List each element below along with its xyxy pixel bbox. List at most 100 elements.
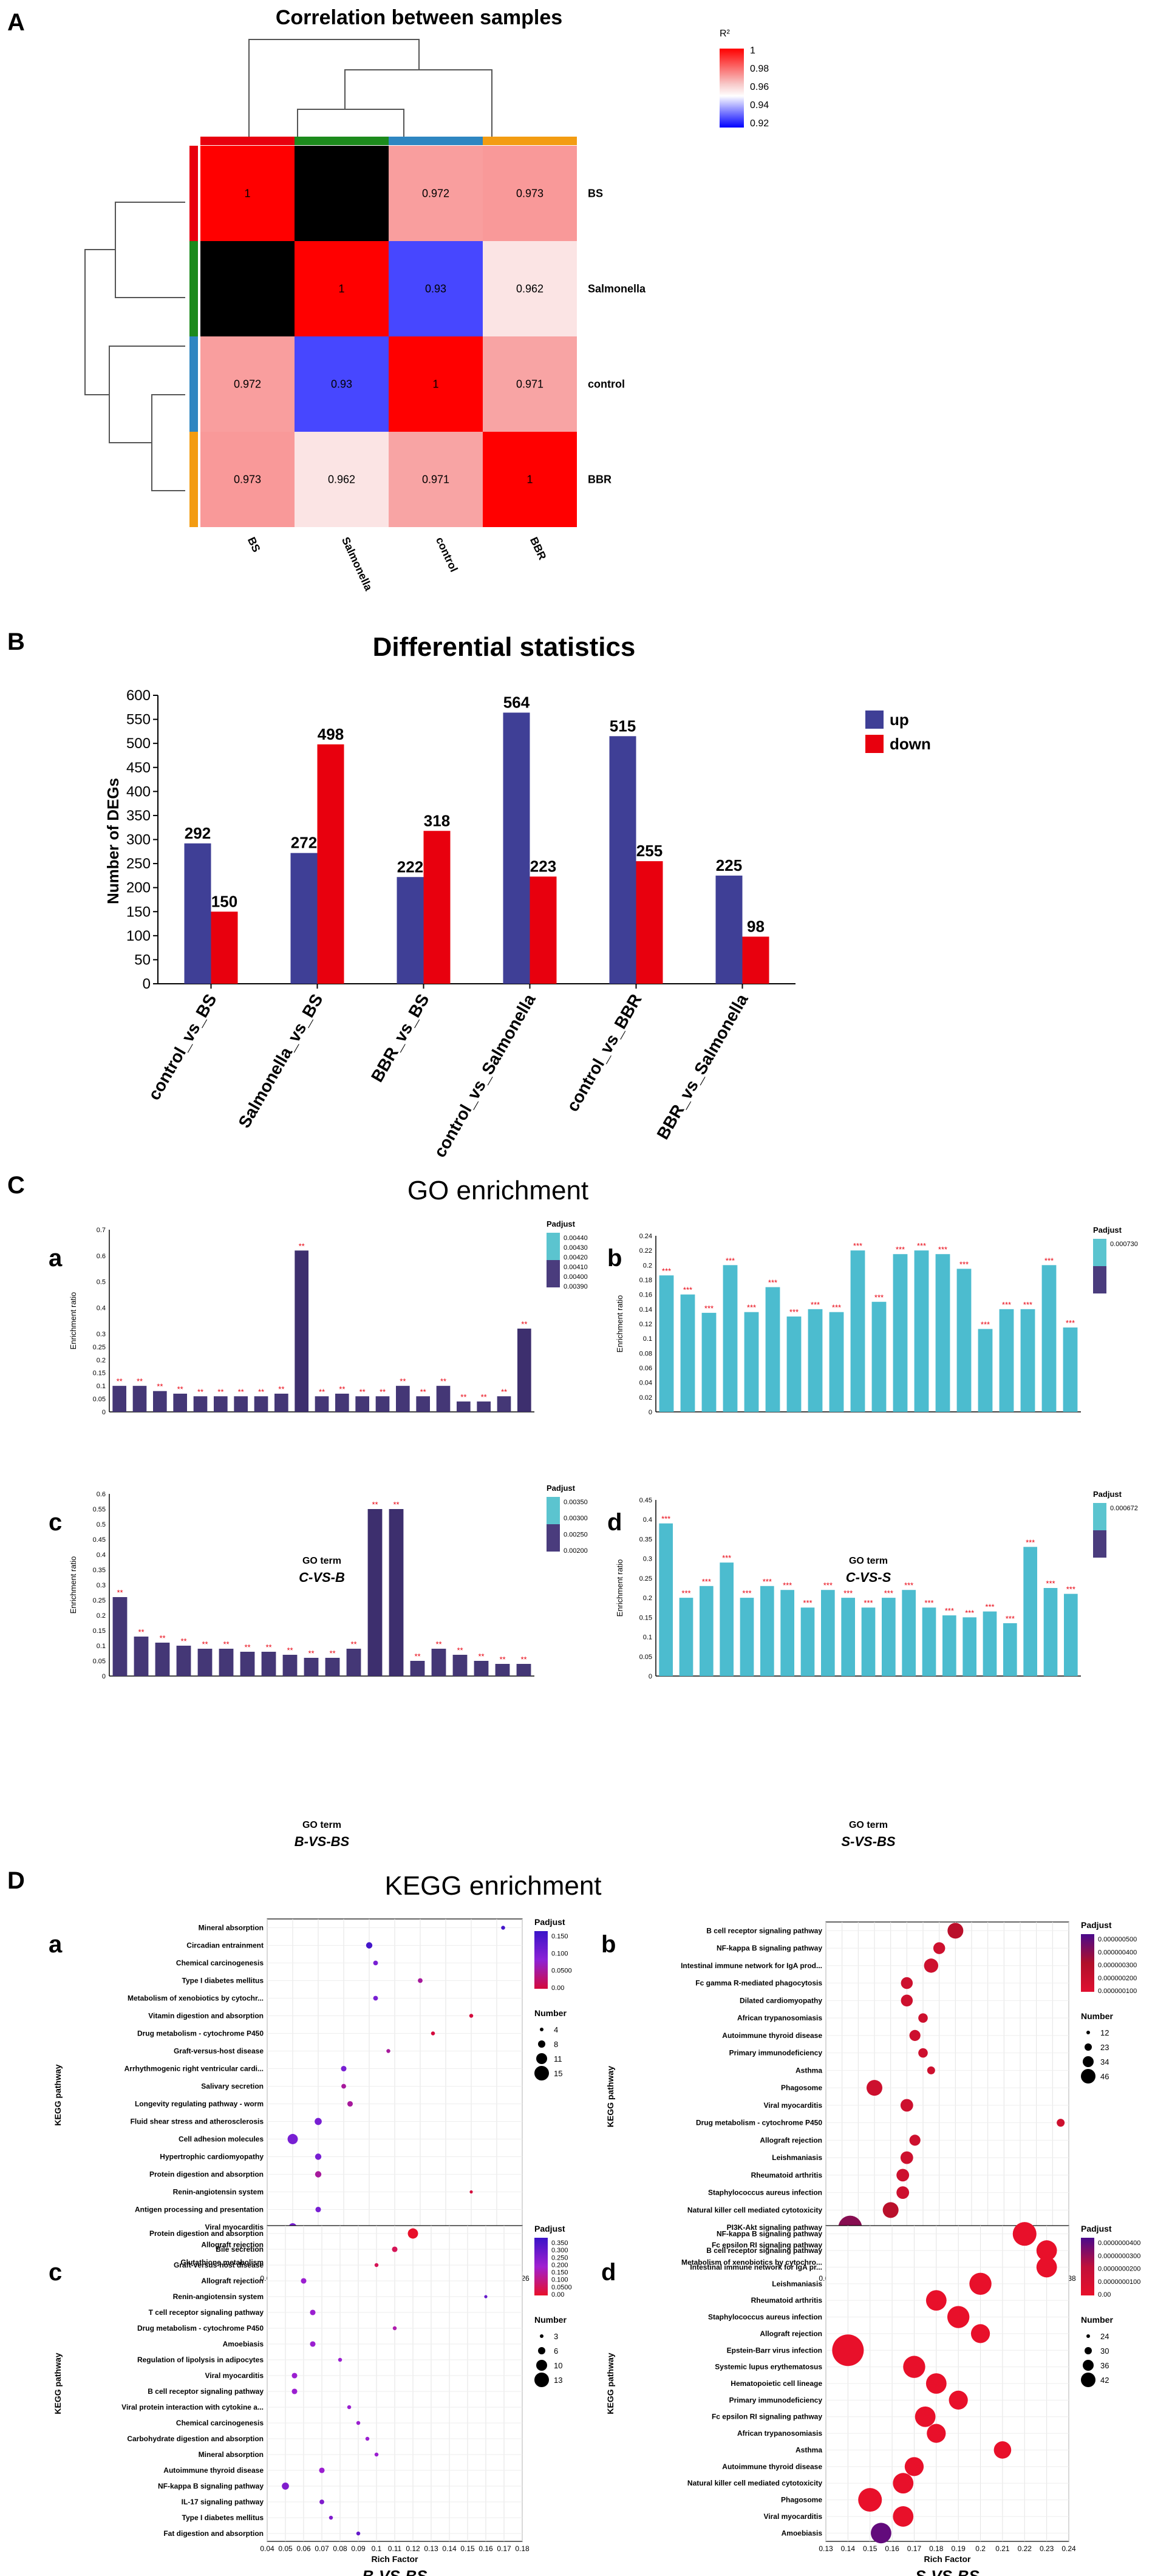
legend-tick: 0.00	[1098, 2291, 1111, 2298]
y-tick-label: 0	[102, 1673, 106, 1680]
size-legend-title: Number	[1081, 2011, 1113, 2021]
x-tick-label: 0.07	[315, 2544, 329, 2553]
significance-stars: **	[202, 1640, 208, 1649]
pathway-label: NF-kappa B signaling pathway	[717, 2230, 822, 2238]
pathway-bubble	[347, 2101, 353, 2107]
size-legend-dot	[1085, 2043, 1092, 2051]
pathway-bubble	[329, 2515, 333, 2520]
pathway-label: B cell receptor signaling pathway	[706, 2246, 822, 2255]
pathway-label: Metabolism of xenobiotics by cytochr...	[128, 1994, 264, 2003]
pathway-label: Chemical carcinogenesis	[176, 1959, 264, 1968]
size-legend-dot	[1081, 2069, 1095, 2084]
significance-stars: ***	[768, 1278, 777, 1287]
pathway-bubble	[896, 2186, 910, 2199]
go-bar	[282, 1655, 298, 1676]
pathway-bubble	[469, 2014, 474, 2018]
heatmap-cell-label: 0.973	[234, 474, 261, 486]
bar-value-label: 222	[397, 857, 423, 876]
y-tick-label: 0.15	[639, 1614, 652, 1621]
size-legend-label: 6	[554, 2346, 558, 2356]
pathway-bubble	[1036, 2257, 1057, 2278]
x-tick-label: 0.17	[907, 2544, 922, 2553]
legend-title: Padjust	[534, 2224, 565, 2234]
go-bar	[436, 1386, 451, 1412]
significance-stars: **	[177, 1385, 183, 1394]
pathway-label: Drug metabolism - cytochrome P450	[696, 2119, 822, 2127]
pathway-label: Graft-versus-host disease	[174, 2261, 264, 2269]
subplot-caption: C-VS-S	[846, 1570, 891, 1585]
y-tick-label: 50	[134, 952, 151, 968]
legend-tick: 0.0500	[551, 2284, 572, 2291]
panel-letter-c: C	[7, 1172, 25, 1199]
go-bar	[315, 1396, 329, 1412]
pathway-label: Graft-versus-host disease	[174, 2047, 264, 2056]
y-tick-label: 600	[126, 687, 151, 704]
pathway-bubble	[1036, 2240, 1057, 2261]
go-bar	[780, 1590, 794, 1676]
heatmap-cell	[389, 241, 483, 336]
pathway-bubble	[909, 2029, 921, 2041]
subplot-caption: B-VS-BS	[363, 2567, 428, 2576]
pathway-bubble	[392, 2246, 398, 2252]
y-tick-label: 0.08	[639, 1350, 652, 1357]
y-tick-label: 0.55	[93, 1506, 106, 1513]
pathway-bubble	[373, 1960, 378, 1966]
size-legend-label: 23	[1100, 2043, 1109, 2052]
significance-stars: ***	[1023, 1300, 1032, 1309]
pathway-label: Glutathione metabolism	[180, 2258, 264, 2267]
size-legend-dot	[1086, 2031, 1090, 2034]
significance-stars: ***	[884, 1589, 893, 1598]
significance-stars: **	[157, 1382, 163, 1391]
legend-tick: 0.0000000400	[1098, 2240, 1140, 2247]
panel-c-title: GO enrichment	[407, 1176, 588, 1205]
go-chart-C-VS-S: b 0.24 0.22 0.2 0.18 0.16 0.14 0.12 0.1 0.08 0.06 0…	[607, 1225, 1138, 1585]
heatmap-cell	[483, 336, 577, 432]
pathway-bubble	[386, 2049, 390, 2053]
y-axis-label: Enrichment ratio	[69, 1556, 78, 1614]
pathway-bubble	[904, 2457, 924, 2476]
x-tick-label: 0.22	[1018, 2544, 1032, 2553]
pathway-label: Primary immunodeficiency	[729, 2396, 823, 2404]
legend-tick: 0.00410	[564, 1264, 588, 1271]
go-bar	[134, 1637, 149, 1676]
go-bar	[821, 1590, 835, 1676]
pathway-label: Hypertrophic cardiomyopathy	[160, 2153, 264, 2161]
significance-stars: **	[117, 1377, 123, 1386]
pathway-bubble	[418, 1978, 423, 1983]
heatmap-cell	[389, 336, 483, 432]
pathway-label: Viral myocarditis	[205, 2223, 264, 2232]
significance-stars: ***	[981, 1320, 990, 1329]
y-tick-label: 300	[126, 832, 151, 848]
heatmap-cell	[483, 241, 577, 336]
go-bar	[841, 1598, 855, 1676]
colorbar-tick: 1	[750, 46, 755, 56]
size-legend-dot	[536, 2360, 547, 2371]
go-bar	[335, 1394, 349, 1412]
colorbar-title: R²	[720, 29, 731, 39]
pathway-bubble	[338, 2357, 342, 2362]
go-bar	[1023, 1547, 1037, 1676]
legend-title: Padjust	[1093, 1225, 1122, 1235]
significance-stars: ***	[938, 1245, 947, 1254]
pathway-bubble	[915, 2406, 936, 2427]
y-tick-label: 0.02	[639, 1394, 652, 1402]
legend-tick: 0.000000500	[1098, 1936, 1137, 1943]
legend-tick: 0.00	[551, 1985, 564, 1992]
significance-stars: **	[117, 1588, 123, 1597]
go-bar	[153, 1391, 167, 1412]
go-bar	[346, 1649, 361, 1676]
pathway-bubble	[949, 2390, 968, 2410]
x-axis-label: GO term	[849, 1556, 888, 1566]
bar-value-label: 318	[424, 811, 450, 830]
pathway-label: Arrhythmogenic right ventricular cardi..…	[124, 2065, 264, 2073]
pathway-bubble	[356, 2421, 361, 2425]
significance-stars: **	[420, 1387, 426, 1396]
y-tick-label: 0.15	[93, 1627, 106, 1635]
significance-stars: **	[244, 1643, 250, 1652]
size-legend-dot	[1083, 2056, 1094, 2067]
significance-stars: **	[359, 1387, 366, 1396]
bar-down	[636, 861, 663, 984]
y-tick-label: 0.45	[93, 1536, 106, 1544]
kegg-enrichment-charts: a 0.06 0.08 0.1 0.12 0.14 0.16 0.18 0.2 0.22 0.24 0…	[49, 1917, 1140, 2576]
significance-stars: **	[380, 1387, 386, 1396]
